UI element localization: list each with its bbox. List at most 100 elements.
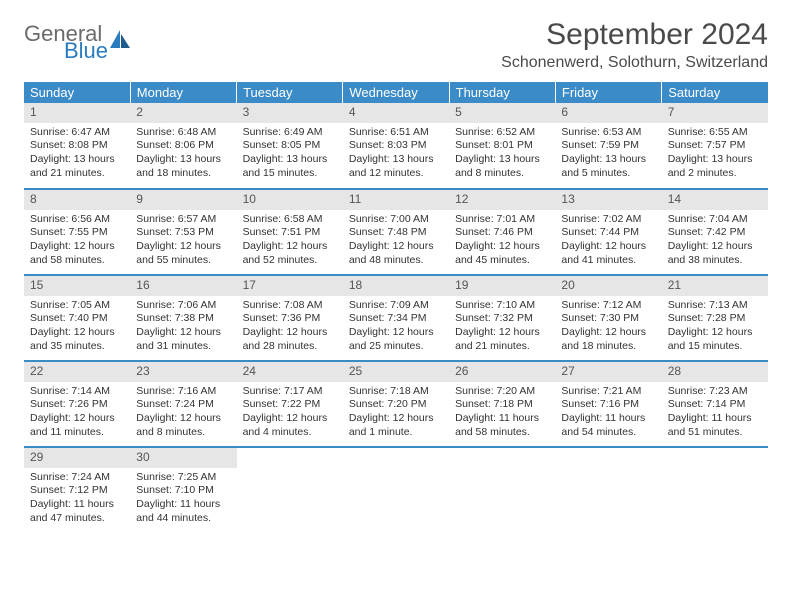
calendar-day-cell: 20Sunrise: 7:12 AMSunset: 7:30 PMDayligh… xyxy=(555,275,661,361)
daylight-text: Daylight: 12 hours and 28 minutes. xyxy=(243,326,337,353)
calendar-day-cell: 22Sunrise: 7:14 AMSunset: 7:26 PMDayligh… xyxy=(24,361,130,447)
day-header: Thursday xyxy=(449,82,555,103)
day-number: 9 xyxy=(130,190,236,210)
daylight-text: Daylight: 12 hours and 8 minutes. xyxy=(136,412,230,439)
daylight-text: Daylight: 13 hours and 15 minutes. xyxy=(243,153,337,180)
sunset-text: Sunset: 7:22 PM xyxy=(243,398,337,412)
day-header: Saturday xyxy=(662,82,768,103)
calendar-table: Sunday Monday Tuesday Wednesday Thursday… xyxy=(24,82,768,533)
day-content: Sunrise: 7:12 AMSunset: 7:30 PMDaylight:… xyxy=(555,296,661,360)
day-number: 10 xyxy=(237,190,343,210)
sunset-text: Sunset: 7:32 PM xyxy=(455,312,549,326)
daylight-text: Daylight: 13 hours and 2 minutes. xyxy=(668,153,762,180)
day-content: Sunrise: 7:23 AMSunset: 7:14 PMDaylight:… xyxy=(662,382,768,446)
calendar-day-cell: .. xyxy=(343,447,449,533)
calendar-day-cell: 12Sunrise: 7:01 AMSunset: 7:46 PMDayligh… xyxy=(449,189,555,275)
calendar-day-cell: .. xyxy=(555,447,661,533)
sunset-text: Sunset: 7:57 PM xyxy=(668,139,762,153)
day-content: Sunrise: 7:17 AMSunset: 7:22 PMDaylight:… xyxy=(237,382,343,446)
calendar-day-cell: 23Sunrise: 7:16 AMSunset: 7:24 PMDayligh… xyxy=(130,361,236,447)
sunset-text: Sunset: 8:08 PM xyxy=(30,139,124,153)
day-content: Sunrise: 7:14 AMSunset: 7:26 PMDaylight:… xyxy=(24,382,130,446)
day-content: Sunrise: 7:21 AMSunset: 7:16 PMDaylight:… xyxy=(555,382,661,446)
day-number: 14 xyxy=(662,190,768,210)
daylight-text: Daylight: 12 hours and 35 minutes. xyxy=(30,326,124,353)
day-content: Sunrise: 7:01 AMSunset: 7:46 PMDaylight:… xyxy=(449,210,555,274)
day-number: 12 xyxy=(449,190,555,210)
daylight-text: Daylight: 13 hours and 21 minutes. xyxy=(30,153,124,180)
day-header: Monday xyxy=(130,82,236,103)
sunset-text: Sunset: 8:06 PM xyxy=(136,139,230,153)
calendar-day-cell: 4Sunrise: 6:51 AMSunset: 8:03 PMDaylight… xyxy=(343,103,449,189)
day-number: 20 xyxy=(555,276,661,296)
sunrise-text: Sunrise: 7:20 AM xyxy=(455,385,549,399)
calendar-day-cell: 28Sunrise: 7:23 AMSunset: 7:14 PMDayligh… xyxy=(662,361,768,447)
day-number: 8 xyxy=(24,190,130,210)
sunrise-text: Sunrise: 7:09 AM xyxy=(349,299,443,313)
calendar-day-cell: 21Sunrise: 7:13 AMSunset: 7:28 PMDayligh… xyxy=(662,275,768,361)
sunrise-text: Sunrise: 7:24 AM xyxy=(30,471,124,485)
sunset-text: Sunset: 8:05 PM xyxy=(243,139,337,153)
sunrise-text: Sunrise: 6:51 AM xyxy=(349,126,443,140)
day-number: 27 xyxy=(555,362,661,382)
calendar-day-cell: .. xyxy=(237,447,343,533)
sunset-text: Sunset: 7:26 PM xyxy=(30,398,124,412)
day-number: 21 xyxy=(662,276,768,296)
day-number: 19 xyxy=(449,276,555,296)
sunrise-text: Sunrise: 6:57 AM xyxy=(136,213,230,227)
sunrise-text: Sunrise: 7:12 AM xyxy=(561,299,655,313)
day-content: Sunrise: 7:08 AMSunset: 7:36 PMDaylight:… xyxy=(237,296,343,360)
daylight-text: Daylight: 11 hours and 51 minutes. xyxy=(668,412,762,439)
sunrise-text: Sunrise: 7:06 AM xyxy=(136,299,230,313)
sunrise-text: Sunrise: 7:18 AM xyxy=(349,385,443,399)
sunset-text: Sunset: 7:24 PM xyxy=(136,398,230,412)
day-number: 29 xyxy=(24,448,130,468)
daylight-text: Daylight: 11 hours and 54 minutes. xyxy=(561,412,655,439)
day-content: Sunrise: 6:56 AMSunset: 7:55 PMDaylight:… xyxy=(24,210,130,274)
sunset-text: Sunset: 7:55 PM xyxy=(30,226,124,240)
sunrise-text: Sunrise: 6:56 AM xyxy=(30,213,124,227)
sunrise-text: Sunrise: 6:47 AM xyxy=(30,126,124,140)
daylight-text: Daylight: 12 hours and 18 minutes. xyxy=(561,326,655,353)
day-number: 26 xyxy=(449,362,555,382)
day-number: 11 xyxy=(343,190,449,210)
sunset-text: Sunset: 7:40 PM xyxy=(30,312,124,326)
day-content: Sunrise: 6:55 AMSunset: 7:57 PMDaylight:… xyxy=(662,123,768,187)
calendar-day-cell: 24Sunrise: 7:17 AMSunset: 7:22 PMDayligh… xyxy=(237,361,343,447)
day-content: Sunrise: 7:24 AMSunset: 7:12 PMDaylight:… xyxy=(24,468,130,532)
sunset-text: Sunset: 7:51 PM xyxy=(243,226,337,240)
day-content: Sunrise: 7:02 AMSunset: 7:44 PMDaylight:… xyxy=(555,210,661,274)
sunset-text: Sunset: 7:59 PM xyxy=(561,139,655,153)
sunrise-text: Sunrise: 6:55 AM xyxy=(668,126,762,140)
daylight-text: Daylight: 12 hours and 11 minutes. xyxy=(30,412,124,439)
sunset-text: Sunset: 7:18 PM xyxy=(455,398,549,412)
calendar-week-row: 22Sunrise: 7:14 AMSunset: 7:26 PMDayligh… xyxy=(24,361,768,447)
calendar-day-cell: 17Sunrise: 7:08 AMSunset: 7:36 PMDayligh… xyxy=(237,275,343,361)
sunset-text: Sunset: 7:46 PM xyxy=(455,226,549,240)
calendar-week-row: 15Sunrise: 7:05 AMSunset: 7:40 PMDayligh… xyxy=(24,275,768,361)
day-number: 17 xyxy=(237,276,343,296)
calendar-day-cell: 29Sunrise: 7:24 AMSunset: 7:12 PMDayligh… xyxy=(24,447,130,533)
day-content: Sunrise: 7:00 AMSunset: 7:48 PMDaylight:… xyxy=(343,210,449,274)
calendar-day-cell: .. xyxy=(662,447,768,533)
daylight-text: Daylight: 12 hours and 15 minutes. xyxy=(668,326,762,353)
daylight-text: Daylight: 12 hours and 52 minutes. xyxy=(243,240,337,267)
sunrise-text: Sunrise: 7:17 AM xyxy=(243,385,337,399)
day-content: Sunrise: 7:16 AMSunset: 7:24 PMDaylight:… xyxy=(130,382,236,446)
calendar-day-cell: 8Sunrise: 6:56 AMSunset: 7:55 PMDaylight… xyxy=(24,189,130,275)
sunset-text: Sunset: 7:34 PM xyxy=(349,312,443,326)
sunset-text: Sunset: 7:48 PM xyxy=(349,226,443,240)
day-content: Sunrise: 6:49 AMSunset: 8:05 PMDaylight:… xyxy=(237,123,343,187)
calendar-week-row: 1Sunrise: 6:47 AMSunset: 8:08 PMDaylight… xyxy=(24,103,768,189)
calendar-day-cell: 3Sunrise: 6:49 AMSunset: 8:05 PMDaylight… xyxy=(237,103,343,189)
daylight-text: Daylight: 12 hours and 45 minutes. xyxy=(455,240,549,267)
day-content: Sunrise: 7:13 AMSunset: 7:28 PMDaylight:… xyxy=(662,296,768,360)
day-number: 25 xyxy=(343,362,449,382)
daylight-text: Daylight: 11 hours and 47 minutes. xyxy=(30,498,124,525)
sunrise-text: Sunrise: 7:10 AM xyxy=(455,299,549,313)
day-number: 22 xyxy=(24,362,130,382)
sunset-text: Sunset: 7:36 PM xyxy=(243,312,337,326)
daylight-text: Daylight: 12 hours and 21 minutes. xyxy=(455,326,549,353)
sunset-text: Sunset: 7:30 PM xyxy=(561,312,655,326)
calendar-day-cell: 13Sunrise: 7:02 AMSunset: 7:44 PMDayligh… xyxy=(555,189,661,275)
